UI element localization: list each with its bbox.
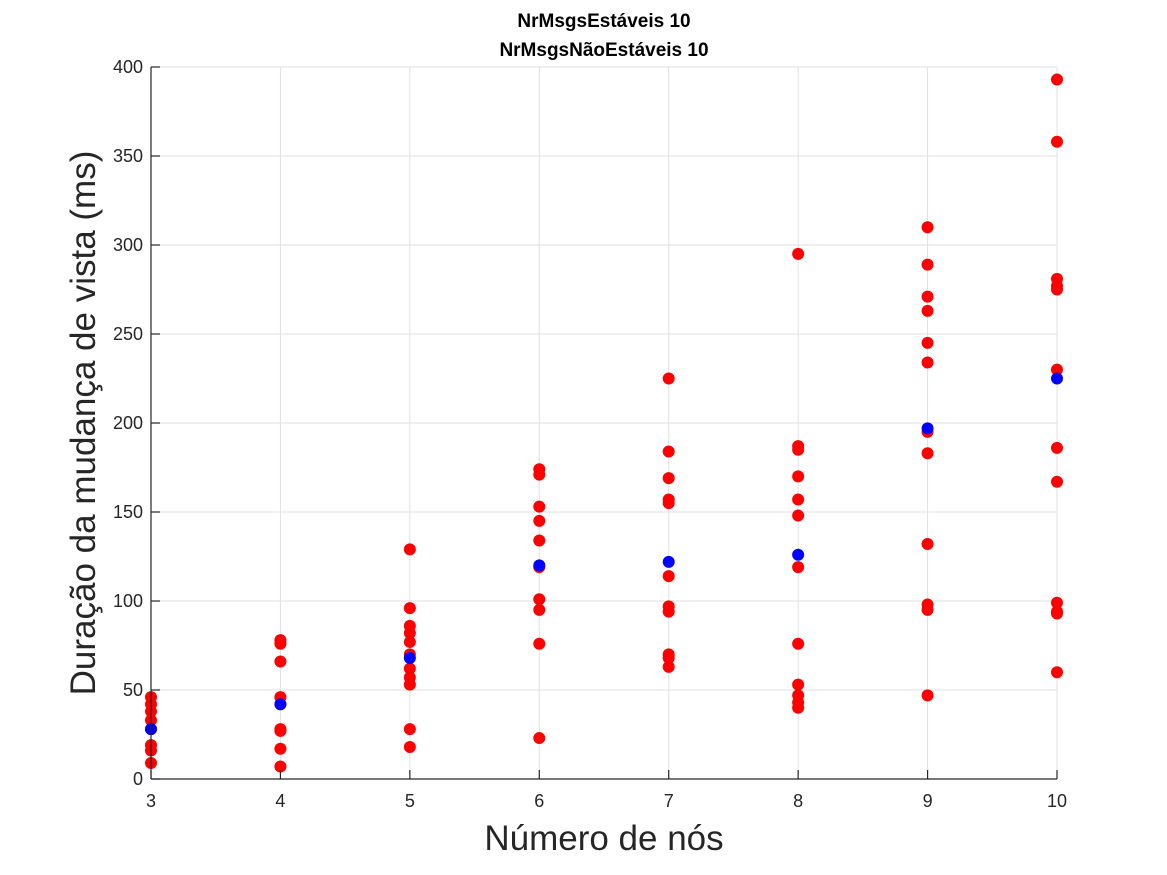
sample-point: [274, 742, 287, 755]
mean-point: [403, 651, 416, 664]
y-tick-label: 350: [113, 146, 143, 166]
sample-point: [921, 538, 934, 551]
sample-point: [1051, 135, 1063, 148]
y-axis-label: Duração da mudança de vista (ms): [64, 151, 103, 696]
sample-point: [533, 534, 546, 547]
sample-point: [1051, 283, 1063, 296]
x-axis-label: Número de nós: [484, 819, 723, 858]
sample-point: [533, 637, 546, 650]
sample-point: [1051, 363, 1063, 376]
mean-series: [145, 372, 1063, 736]
sample-point: [533, 500, 546, 513]
sample-point: [1051, 607, 1063, 620]
x-tick-label: 3: [146, 791, 156, 811]
sample-point: [403, 740, 416, 753]
y-tick-label: 200: [113, 413, 143, 433]
sample-point: [403, 635, 416, 648]
x-tick-label: 7: [664, 791, 674, 811]
sample-point: [1051, 73, 1063, 86]
x-tick-label: 8: [793, 791, 803, 811]
y-tick-label: 150: [113, 502, 143, 522]
sample-point: [921, 221, 934, 234]
sample-point: [921, 304, 934, 317]
sample-point: [1051, 475, 1063, 488]
chart-title-line-1: NrMsgsEstáveis 10: [517, 11, 690, 32]
sample-point: [533, 732, 546, 745]
sample-point: [1051, 441, 1063, 454]
x-tick-label: 4: [275, 791, 285, 811]
sample-point: [274, 760, 287, 773]
sample-point: [921, 447, 934, 460]
sample-point: [662, 660, 675, 673]
sample-point: [921, 689, 934, 702]
sample-point: [274, 655, 287, 668]
sample-point: [533, 593, 546, 606]
sample-point: [792, 470, 805, 483]
sample-point: [403, 627, 416, 640]
mean-point: [274, 698, 287, 711]
sample-point: [792, 493, 805, 506]
sample-point: [533, 603, 546, 616]
x-tick-label: 9: [923, 791, 933, 811]
sample-point: [792, 443, 805, 456]
sample-point: [792, 561, 805, 574]
sample-point: [792, 247, 805, 260]
x-tick-label: 6: [534, 791, 544, 811]
sample-point: [662, 472, 675, 485]
y-tick-label: 250: [113, 324, 143, 344]
sample-point: [662, 570, 675, 583]
sample-point: [921, 356, 934, 369]
mean-point: [792, 548, 805, 561]
sample-point: [921, 258, 934, 271]
axes: [150, 66, 1058, 780]
mean-point: [1051, 372, 1063, 385]
sample-point: [662, 497, 675, 510]
sample-point: [403, 602, 416, 615]
sample-point: [792, 678, 805, 691]
sample-point: [403, 543, 416, 556]
sample-point: [662, 445, 675, 458]
sample-point: [533, 468, 546, 481]
x-tick-label: 5: [405, 791, 415, 811]
sample-point: [792, 701, 805, 714]
sample-series: [145, 73, 1063, 773]
sample-point: [662, 372, 675, 385]
chart-title-line-2: NrMsgsNãoEstáveis 10: [499, 40, 708, 61]
x-tick-label: 10: [1047, 791, 1067, 811]
sample-point: [1051, 596, 1063, 609]
y-tick-label: 300: [113, 235, 143, 255]
sample-point: [274, 724, 287, 737]
sample-point: [533, 514, 546, 527]
sample-point: [921, 336, 934, 349]
y-tick-label: 0: [133, 769, 143, 789]
sample-point: [662, 651, 675, 664]
sample-point: [662, 605, 675, 618]
sample-point: [921, 290, 934, 303]
mean-point: [533, 559, 546, 572]
mean-point: [662, 555, 675, 568]
y-tick-label: 50: [123, 680, 143, 700]
sample-point: [403, 678, 416, 691]
y-tick-label: 100: [113, 591, 143, 611]
data-points: [145, 73, 1063, 773]
y-tick-label: 400: [113, 57, 143, 77]
sample-point: [403, 662, 416, 675]
mean-point: [921, 422, 934, 435]
sample-point: [274, 637, 287, 650]
sample-point: [792, 509, 805, 522]
sample-point: [403, 723, 416, 736]
sample-point: [1051, 666, 1063, 679]
sample-point: [921, 603, 934, 616]
sample-point: [792, 637, 805, 650]
